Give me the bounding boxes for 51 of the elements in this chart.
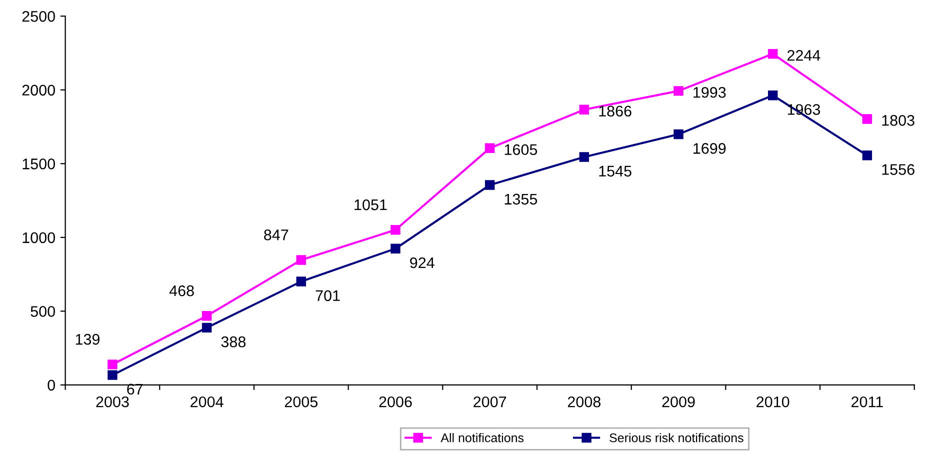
data-label: 1355	[504, 194, 538, 205]
x-tick-label: 2011	[852, 396, 883, 408]
x-tick-label: 2007	[474, 396, 506, 408]
point	[296, 255, 306, 265]
point	[579, 104, 590, 115]
x-tick-label: 2004	[190, 396, 224, 408]
y-tick-label: 1000	[22, 232, 55, 244]
data-label: 1699	[694, 143, 726, 154]
x-tick-label: 2009	[662, 396, 695, 408]
legend-label: Serious risk notifications	[610, 433, 744, 442]
point	[484, 143, 495, 154]
data-label: 468	[169, 285, 194, 296]
point	[768, 90, 778, 100]
point	[484, 180, 495, 190]
x-tick-label: 2005	[284, 396, 318, 408]
data-label: 1556	[882, 164, 914, 175]
data-label: 847	[264, 229, 288, 240]
data-label: 2244	[787, 50, 820, 61]
point	[202, 311, 212, 321]
x-tick-label: 2006	[379, 396, 412, 408]
point	[674, 129, 684, 140]
point	[108, 370, 118, 380]
data-label: 701	[316, 290, 340, 302]
y-tick-label: 500	[30, 306, 55, 317]
y-tick-label: 0	[48, 380, 55, 391]
data-label: 139	[76, 334, 100, 345]
data-label: 1605	[504, 144, 538, 156]
point	[390, 225, 400, 235]
data-label: 1545	[599, 166, 632, 177]
data-label: 1803	[882, 115, 914, 126]
y-tick-label: 2500	[22, 11, 55, 22]
y-tick-label: 1500	[22, 158, 55, 170]
data-label: 1051	[354, 199, 387, 210]
point	[579, 152, 590, 162]
point	[862, 114, 872, 124]
x-tick-label: 2003	[96, 396, 129, 408]
point	[390, 244, 400, 254]
point	[296, 276, 306, 286]
x-tick-label: 2010	[756, 396, 790, 408]
data-label: 1993	[694, 86, 726, 98]
legend-label: All notifications	[440, 433, 524, 442]
data-label: 388	[221, 336, 246, 348]
point	[862, 150, 872, 160]
point	[674, 86, 684, 96]
y-tick-label: 2000	[22, 84, 55, 96]
point	[108, 360, 118, 370]
data-label: 1866	[599, 106, 632, 117]
point	[768, 49, 778, 59]
x-tick-label: 2008	[568, 396, 600, 408]
data-label: 924	[410, 257, 434, 268]
point	[202, 322, 212, 333]
